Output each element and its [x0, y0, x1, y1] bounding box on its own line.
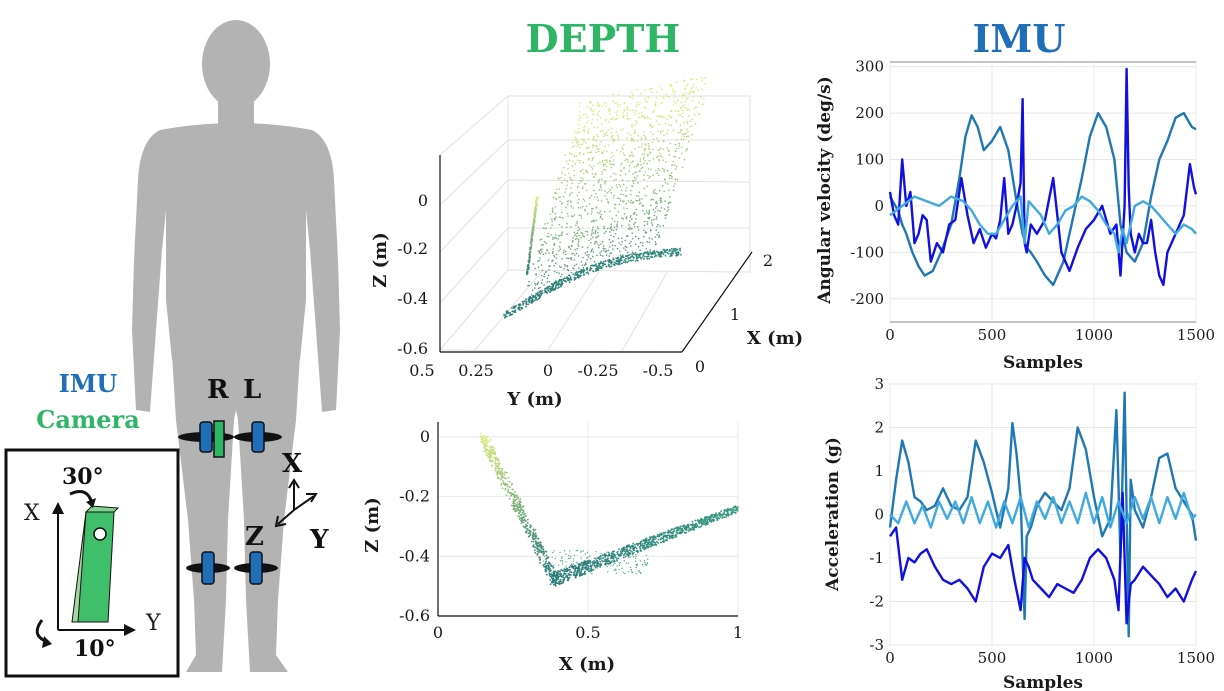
depth-3d-y-tick: 0.25: [458, 361, 494, 380]
angular-velocity-plot-area: [889, 61, 1197, 323]
depth-3d-z-tick: -0.6: [397, 339, 428, 358]
depth-3d-x-tick: 0: [695, 357, 705, 376]
angular-velocity-y-tick: 0: [874, 197, 884, 215]
depth-3d-z-tick: 0: [418, 191, 428, 210]
depth-3d-x-tick: 1: [730, 305, 740, 324]
angular-velocity-x-tick: 0: [885, 326, 895, 344]
coordinate-axes: [274, 478, 318, 528]
depth-3d-x-tick: 2: [763, 251, 773, 270]
depth-2d-y-tick: -0.2: [399, 487, 430, 506]
depth-2d-y-tick: -0.4: [399, 546, 430, 565]
acceleration-y-tick: -1: [869, 549, 884, 567]
depth-3d-ylabel: Y (m): [506, 389, 562, 410]
inset-lens: [93, 527, 107, 541]
depth-3d-zlabel: Z (m): [370, 232, 391, 288]
depth-2d-x-tick: 1: [733, 623, 743, 642]
silhouette-torso: [132, 123, 340, 412]
inset-rotation-angle: 10°: [74, 636, 116, 662]
acceleration-x-tick: 500: [978, 649, 1007, 667]
angular-velocity-x-tick: 500: [978, 326, 1007, 344]
acceleration-y-tick: -3: [869, 636, 884, 654]
depth-2d-y-tick: 0: [420, 427, 430, 446]
depth-3d-y-tick: -0.5: [643, 361, 674, 380]
depth-3d-y-tick: -0.25: [577, 361, 618, 380]
acceleration-y-tick: -2: [869, 593, 884, 611]
angular-velocity-x-tick: 1000: [1075, 326, 1113, 344]
angular-velocity-series-2: [888, 67, 1198, 287]
angular-velocity-series-1: [888, 111, 1197, 287]
sensor-right-thigh: [178, 420, 234, 458]
depth-3d-point-cloud: [503, 77, 707, 319]
sensor-left-thigh: [234, 421, 282, 453]
depth-3d-y-tick: 0.5: [409, 361, 434, 380]
imu-header: IMU: [973, 16, 1066, 61]
depth-2d-x-tick: 0.5: [575, 623, 600, 642]
angular-velocity-y-tick: -200: [850, 290, 884, 308]
depth-header: DEPTH: [526, 16, 681, 61]
angular-velocity-y-tick: 300: [855, 58, 884, 76]
depth-3d-xlabel: X (m): [747, 328, 803, 349]
axis-y-arrow: [293, 495, 315, 511]
axis-y-label: Y: [309, 525, 329, 555]
acceleration-ylabel: Acceleration (g): [823, 437, 843, 592]
axis-x-label: X: [282, 449, 303, 479]
silhouette-legs: [172, 355, 300, 672]
acceleration-x-tick: 0: [885, 649, 895, 667]
left-leg-label: L: [243, 375, 261, 405]
angular-velocity-xlabel: Samples: [1003, 353, 1083, 373]
depth-2d-ylabel: Z (m): [362, 497, 383, 553]
acceleration-xlabel: Samples: [1003, 673, 1083, 691]
axis-z-arrowhead: [274, 515, 287, 528]
angular-velocity-x-tick: 1500: [1177, 326, 1215, 344]
depth-2d-xlabel: X (m): [559, 654, 615, 675]
acceleration-x-tick: 1000: [1075, 649, 1113, 667]
sensor-left-shank: [234, 551, 278, 585]
acceleration-series-1: [888, 391, 1198, 638]
depth-3d-grid: [439, 95, 751, 353]
angular-velocity-y-tick: 100: [855, 151, 884, 169]
acceleration-series-3: [889, 491, 1197, 529]
acceleration-y-tick: 0: [874, 506, 884, 524]
inset-y-label: Y: [145, 611, 161, 636]
right-leg-label: R: [207, 375, 229, 405]
acceleration-series-2: [889, 491, 1198, 625]
acceleration-x-tick: 1500: [1177, 649, 1215, 667]
acceleration-y-tick: 1: [874, 462, 884, 480]
sensor-right-shank: [186, 551, 230, 585]
angular-velocity-series-3: [889, 195, 1197, 254]
angular-velocity-ylabel: Angular velocity (deg/s): [815, 76, 835, 305]
axis-y-arrowhead: [306, 493, 318, 503]
angular-velocity-y-tick: -100: [850, 243, 884, 261]
silhouette-head: [202, 20, 270, 108]
acceleration-y-tick: 3: [874, 375, 884, 393]
axis-z-arrow: [277, 509, 295, 525]
sensor-inset: [4, 448, 180, 678]
legend-camera: Camera: [36, 405, 140, 434]
inset-tilt-angle: 30°: [62, 464, 104, 490]
axis-x-arrowhead: [288, 478, 300, 489]
acceleration-y-tick: 2: [874, 419, 884, 437]
depth-3d-z-tick: -0.4: [397, 289, 428, 308]
angular-velocity-y-tick: 200: [855, 104, 884, 122]
depth-2d-point-cloud: [479, 432, 739, 587]
depth-2d-x-tick: 0: [433, 623, 443, 642]
silhouette-neck: [218, 100, 254, 126]
axis-z-label: Z: [245, 522, 264, 552]
depth-3d-y-tick: 0: [543, 361, 553, 380]
depth-3d-z-tick: -0.2: [397, 239, 428, 258]
depth-2d-plot: 0 0.5 1 0 -0.2 -0.4 -0.6 Z (m) X (m): [362, 422, 743, 675]
camera-sensor: [213, 420, 225, 458]
inset-x-label: X: [24, 501, 40, 526]
depth-2d-y-tick: -0.6: [399, 606, 430, 625]
legend-imu: IMU: [59, 369, 118, 398]
depth-3d-plot: 0-0.2-0.4-0.60.5 0.25 0 -0.25 -0.5 012 Z (m) …: [370, 77, 803, 410]
